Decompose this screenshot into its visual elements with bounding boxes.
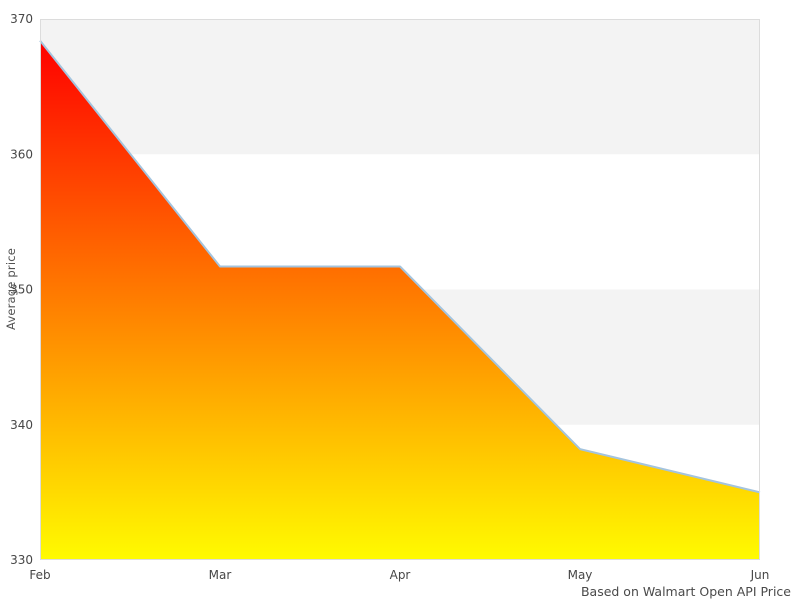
price-line [39,40,761,494]
x-tick-label: Apr [390,568,411,582]
chart-source-caption: Based on Walmart Open API Price [580,584,791,599]
y-tick-label: 350 [10,283,33,297]
x-tick-label: Jun [750,568,770,582]
y-tick-label: 330 [10,553,33,567]
price-area [40,40,760,560]
x-tick-label: Feb [29,568,50,582]
x-tick-label: Mar [209,568,232,582]
y-tick-label: 340 [10,418,33,432]
y-axis-title: Average price [4,247,18,331]
x-tick-label: May [568,568,593,582]
grid-band [40,19,760,155]
y-tick-label: 370 [10,12,33,26]
plot-border [40,19,760,560]
y-tick-label: 360 [10,147,33,161]
